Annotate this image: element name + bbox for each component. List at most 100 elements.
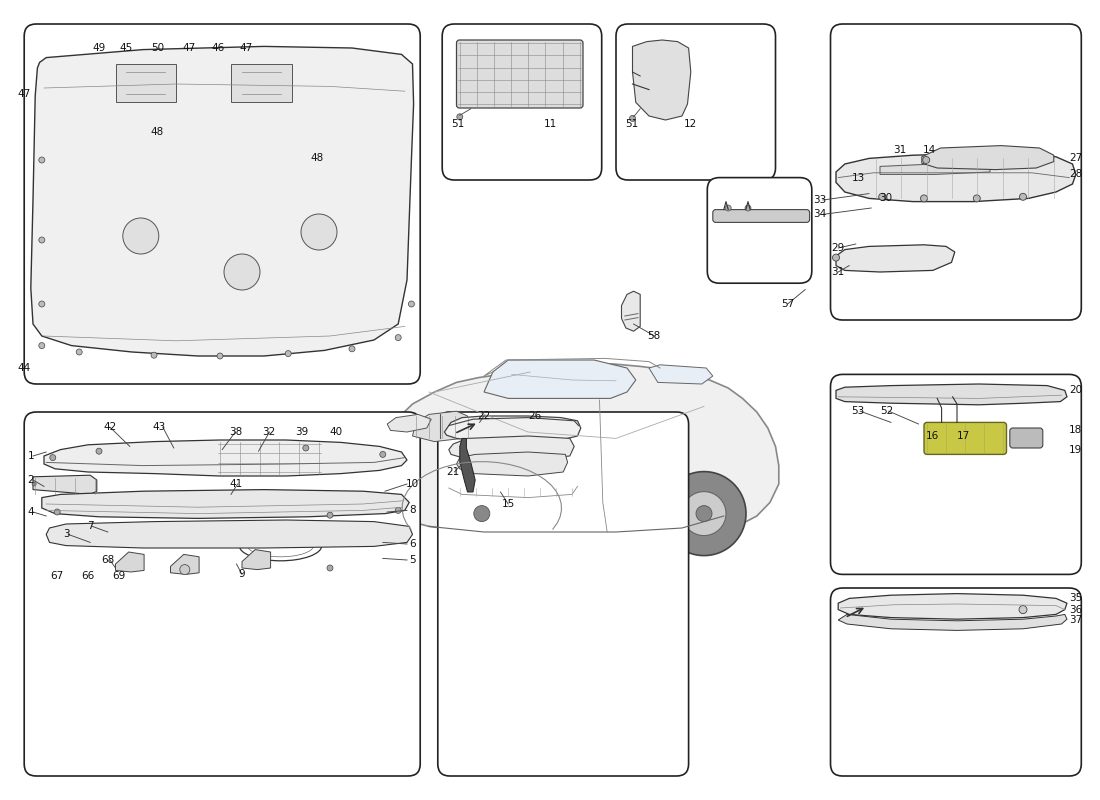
Text: 13: 13 [851, 173, 865, 182]
FancyBboxPatch shape [830, 374, 1081, 574]
Text: 31: 31 [832, 267, 845, 277]
Polygon shape [460, 438, 475, 492]
Text: 14: 14 [923, 146, 936, 155]
Circle shape [301, 214, 337, 250]
Circle shape [76, 349, 82, 355]
Polygon shape [231, 64, 292, 102]
FancyBboxPatch shape [442, 24, 602, 180]
FancyBboxPatch shape [1010, 428, 1043, 448]
Text: 44: 44 [18, 363, 31, 373]
Polygon shape [880, 164, 990, 174]
Circle shape [217, 353, 223, 359]
Text: 29: 29 [832, 243, 845, 253]
Polygon shape [116, 552, 144, 572]
Text: 51: 51 [451, 119, 464, 129]
Text: 39: 39 [295, 427, 308, 437]
Circle shape [395, 507, 402, 514]
Circle shape [32, 482, 36, 486]
Text: 69: 69 [112, 571, 125, 581]
Text: 36: 36 [1069, 605, 1082, 614]
Polygon shape [170, 554, 199, 574]
Text: 57: 57 [781, 299, 794, 309]
Polygon shape [632, 40, 691, 120]
Text: 11: 11 [543, 119, 557, 129]
Polygon shape [412, 411, 471, 442]
Polygon shape [649, 365, 713, 384]
Polygon shape [242, 550, 271, 570]
Circle shape [696, 506, 712, 522]
FancyBboxPatch shape [707, 178, 812, 283]
Polygon shape [484, 360, 636, 398]
Polygon shape [387, 414, 431, 432]
Text: 52: 52 [880, 406, 893, 416]
Polygon shape [116, 64, 176, 102]
FancyBboxPatch shape [24, 412, 420, 776]
Polygon shape [838, 594, 1067, 619]
Text: 4: 4 [28, 507, 34, 517]
FancyBboxPatch shape [456, 40, 583, 108]
Text: 68: 68 [101, 555, 114, 565]
Circle shape [474, 506, 490, 522]
Text: 48: 48 [310, 154, 323, 163]
Text: 49: 49 [92, 43, 106, 53]
Text: 18: 18 [1069, 426, 1082, 435]
Text: 66: 66 [81, 571, 95, 581]
Circle shape [745, 205, 751, 211]
Circle shape [50, 454, 56, 461]
Circle shape [123, 218, 158, 254]
Polygon shape [44, 440, 407, 476]
Polygon shape [42, 490, 409, 518]
Polygon shape [838, 614, 1067, 630]
Circle shape [440, 472, 524, 555]
Circle shape [974, 195, 980, 202]
Text: 46: 46 [211, 43, 224, 53]
Polygon shape [922, 146, 1054, 170]
Circle shape [460, 491, 504, 536]
Text: 32: 32 [262, 427, 275, 437]
Circle shape [833, 254, 839, 261]
Text: 48: 48 [151, 127, 164, 137]
Text: 38: 38 [229, 427, 242, 437]
Text: 15: 15 [502, 499, 515, 509]
Text: 33: 33 [813, 195, 826, 205]
Circle shape [1020, 194, 1026, 200]
Circle shape [1019, 606, 1027, 614]
Text: 1: 1 [28, 451, 34, 461]
Circle shape [151, 352, 157, 358]
Circle shape [879, 194, 886, 200]
Text: 47: 47 [18, 90, 31, 99]
Circle shape [349, 346, 355, 352]
Text: 37: 37 [1069, 615, 1082, 625]
Text: 3: 3 [63, 530, 69, 539]
Polygon shape [836, 245, 955, 272]
Text: 8: 8 [409, 506, 416, 515]
Text: 9: 9 [239, 570, 245, 579]
Polygon shape [46, 520, 412, 548]
Circle shape [408, 301, 415, 307]
Text: 58: 58 [647, 331, 660, 341]
Circle shape [179, 565, 190, 574]
Text: 41: 41 [230, 479, 243, 489]
FancyBboxPatch shape [438, 412, 689, 776]
Text: 21: 21 [447, 467, 460, 477]
Text: 27: 27 [1069, 154, 1082, 163]
Text: 22: 22 [477, 411, 491, 421]
Polygon shape [456, 452, 568, 476]
Circle shape [923, 157, 930, 163]
Text: 31: 31 [893, 146, 906, 155]
Circle shape [96, 448, 102, 454]
Polygon shape [363, 364, 779, 538]
Text: 5: 5 [409, 555, 416, 565]
Circle shape [395, 334, 402, 341]
Text: 34: 34 [813, 210, 826, 219]
Polygon shape [31, 46, 414, 356]
Polygon shape [444, 416, 581, 442]
Circle shape [629, 115, 636, 122]
Text: 26: 26 [528, 411, 541, 421]
Polygon shape [836, 384, 1067, 405]
Text: a passion: a passion [447, 525, 653, 563]
Circle shape [456, 114, 463, 120]
Circle shape [39, 342, 45, 349]
Circle shape [39, 237, 45, 243]
Text: 47: 47 [183, 43, 196, 53]
